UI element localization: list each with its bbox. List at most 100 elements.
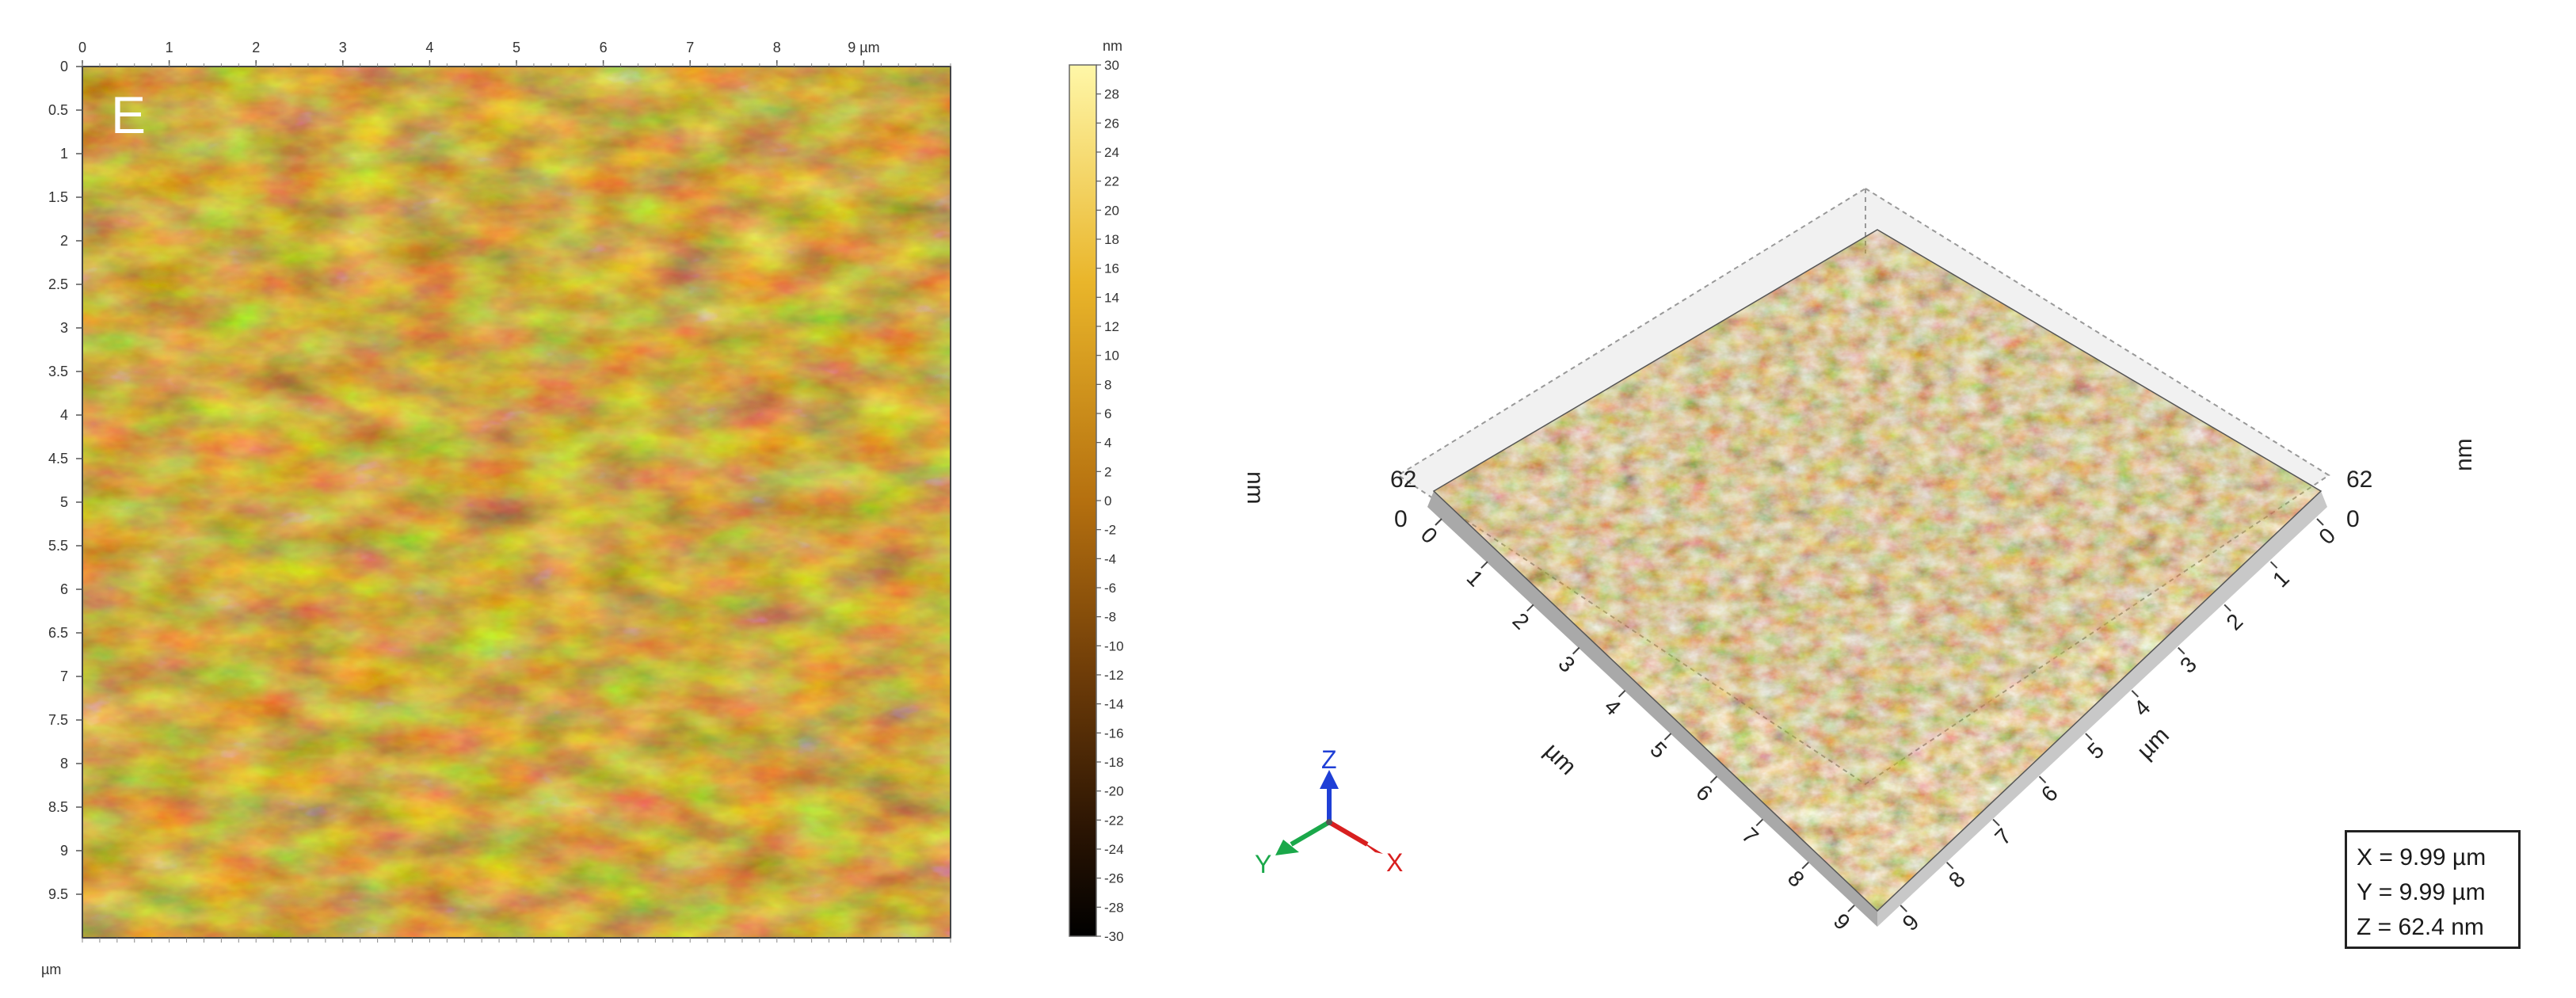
y-tick-label: 1.5 xyxy=(48,189,68,205)
height-colorbar: nm 302826242220181614121086420-2-4-6-8-1… xyxy=(1069,38,1124,944)
colorbar-tick-label: 22 xyxy=(1104,174,1119,189)
z-max-left: 62 xyxy=(1390,467,1416,493)
x-tick-label: 2 xyxy=(252,40,260,55)
colorbar-tick-label: -22 xyxy=(1104,813,1124,828)
colorbar-tick-label: 18 xyxy=(1104,232,1119,247)
colorbar-tick-label: -10 xyxy=(1104,638,1124,653)
y-tick-label: 1 xyxy=(60,146,68,162)
left-axis-tick-label: 0 xyxy=(1416,522,1442,548)
colorbar-tick-label: -12 xyxy=(1104,668,1124,683)
colorbar-tick-label: -24 xyxy=(1104,842,1124,857)
colorbar-tick-label: -14 xyxy=(1104,697,1124,712)
x-tick-label: 4 xyxy=(425,40,433,55)
y-tick-label: 9 xyxy=(60,843,68,859)
colorbar-tick-label: -30 xyxy=(1104,929,1124,944)
colorbar-tick-label: 28 xyxy=(1104,87,1119,102)
right-axis-tick-label: 0 xyxy=(2314,523,2340,549)
y-tick-label: 8 xyxy=(60,756,68,771)
y-tick-label: 7 xyxy=(60,669,68,684)
colorbar-tick-label: -18 xyxy=(1104,755,1124,770)
left-axis-tick-label: 6 xyxy=(1691,780,1717,806)
y-tick-label: 2 xyxy=(60,233,68,249)
colorbar-ticks: 302826242220181614121086420-2-4-6-8-10-1… xyxy=(1096,58,1124,944)
left-axis-tick-label: 8 xyxy=(1783,866,1809,892)
left-axis-tick-label: 3 xyxy=(1553,651,1580,677)
afm-height-map-panel: E 0 1 2 3 4 5 6 7 8 9 µm 0 0.5 1 1.5 2 2.5 3 3.5 4 4.5 5 5.5… xyxy=(41,40,951,977)
y-tick-label: 4 xyxy=(60,407,68,423)
left-axis-tick-label: 4 xyxy=(1599,694,1625,720)
z-min-left: 0 xyxy=(1394,506,1408,532)
colorbar-tick-label: 16 xyxy=(1104,261,1119,276)
y-tick-label: 9.5 xyxy=(48,886,68,902)
colorbar-unit: nm xyxy=(1103,38,1122,54)
left-axis-tick-label: 1 xyxy=(1462,566,1488,592)
dimension-z: Z = 62.4 nm xyxy=(2357,914,2484,940)
x-axis-ticks: 0 1 2 3 4 5 6 7 8 9 µm xyxy=(78,40,951,943)
left-axis-unit: µm xyxy=(1539,738,1581,780)
colorbar-tick-label: -8 xyxy=(1104,610,1116,625)
axis-orientation-gizmo: Z Y X xyxy=(1255,745,1403,878)
colorbar-tick-label: 0 xyxy=(1104,493,1111,509)
z-min-right: 0 xyxy=(2346,506,2360,532)
right-axis-tick-label: 7 xyxy=(1990,824,2016,850)
y-tick-label: 3.5 xyxy=(48,364,68,379)
colorbar-tick-label: -26 xyxy=(1104,871,1124,886)
corner-unit-label: µm xyxy=(41,962,61,977)
right-axis-tick-label: 6 xyxy=(2037,781,2063,807)
colorbar-tick-label: -6 xyxy=(1104,581,1116,596)
colorbar-tick-label: -16 xyxy=(1104,726,1124,741)
z-unit-right: nm xyxy=(2451,438,2477,471)
colorbar-tick-label: 26 xyxy=(1104,116,1119,131)
right-axis-tick-label: 9 xyxy=(1898,909,1924,935)
right-axis-tick-label: 3 xyxy=(2175,652,2201,678)
right-axis-tick-label: 5 xyxy=(2083,737,2109,764)
colorbar-tick-label: 30 xyxy=(1104,58,1119,73)
dimensions-readout: X = 9.99 µm Y = 9.99 µm Z = 62.4 nm xyxy=(2345,830,2521,949)
colorbar-tick-label: 6 xyxy=(1104,406,1111,421)
x-tick-label: 3 xyxy=(339,40,347,55)
x-tick-label: 1 xyxy=(166,40,173,55)
right-axis-tick-label: 1 xyxy=(2268,566,2294,592)
z-unit-left: nm xyxy=(1242,471,1268,505)
colorbar-tick-label: 20 xyxy=(1104,203,1119,218)
x-tick-label: 9 µm xyxy=(848,40,879,55)
panel-label: E xyxy=(111,86,146,144)
right-axis-tick-label: 8 xyxy=(1944,867,1970,893)
colorbar-tick-label: -20 xyxy=(1104,784,1124,799)
y-tick-label: 6.5 xyxy=(48,625,68,641)
right-axis-tick-label: 4 xyxy=(2129,695,2155,721)
colorbar-tick-label: 4 xyxy=(1104,436,1111,451)
colorbar-tick-label: 10 xyxy=(1104,349,1119,364)
y-tick-label: 7.5 xyxy=(48,712,68,728)
colorbar-tick-label: -28 xyxy=(1104,900,1124,915)
y-tick-label: 5 xyxy=(60,494,68,510)
x-tick-label: 6 xyxy=(600,40,608,55)
left-axis-tick-label: 9 xyxy=(1829,908,1855,935)
gizmo-y-label: Y xyxy=(1255,850,1271,878)
dimension-y: Y = 9.99 µm xyxy=(2357,879,2486,905)
colorbar-tick-label: 14 xyxy=(1104,290,1119,305)
y-tick-label: 8.5 xyxy=(48,799,68,815)
y-tick-label: 5.5 xyxy=(48,538,68,554)
x-tick-label: 5 xyxy=(513,40,520,55)
colorbar-tick-label: 12 xyxy=(1104,319,1119,334)
gizmo-x-label: X xyxy=(1386,848,1403,877)
colorbar-tick-label: 24 xyxy=(1104,145,1119,160)
colorbar-tick-label: -4 xyxy=(1104,551,1116,566)
colorbar-tick-label: 8 xyxy=(1104,377,1111,392)
y-tick-label: 3 xyxy=(60,320,68,336)
right-axis-tick-label: 2 xyxy=(2221,609,2247,635)
z-max-right: 62 xyxy=(2346,467,2372,493)
x-tick-label: 0 xyxy=(78,40,86,55)
gizmo-z-label: Z xyxy=(1321,745,1337,774)
y-axis-ticks: 0 0.5 1 1.5 2 2.5 3 3.5 4 4.5 5 5.5 6 6.5 7 7.5 8 8.5 9 9.5 xyxy=(48,59,82,902)
right-axis-unit: µm xyxy=(2132,722,2174,764)
colorbar-gradient xyxy=(1069,64,1097,937)
colorbar-tick-label: 2 xyxy=(1104,464,1111,479)
y-tick-label: 2.5 xyxy=(48,276,68,292)
y-tick-label: 4.5 xyxy=(48,451,68,467)
left-axis-tick-label: 7 xyxy=(1737,823,1763,849)
y-tick-label: 0 xyxy=(60,59,68,74)
y-tick-label: 0.5 xyxy=(48,102,68,118)
